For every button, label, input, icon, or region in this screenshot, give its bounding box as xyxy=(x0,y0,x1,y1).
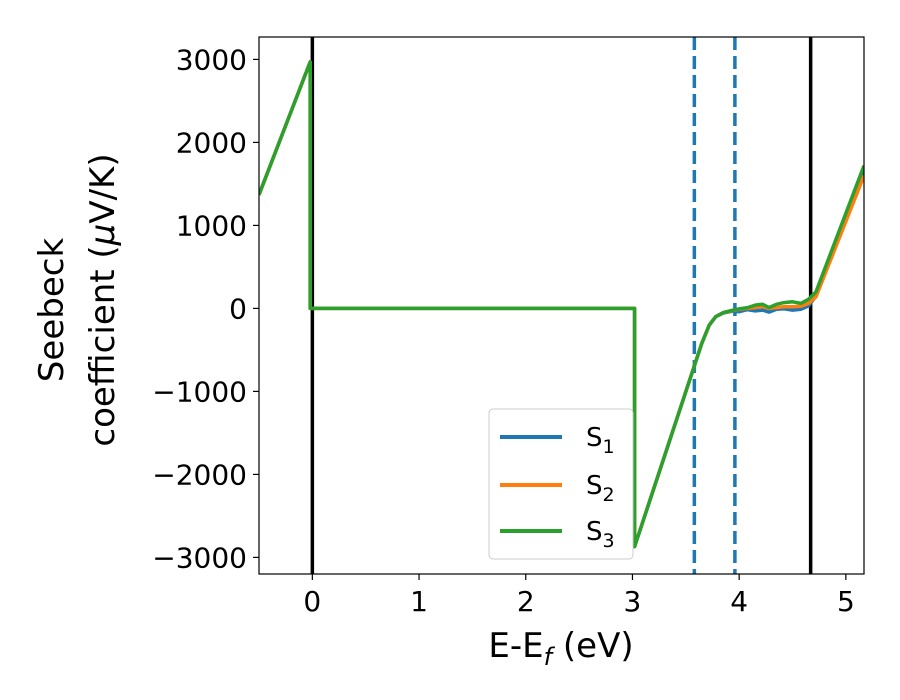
x-tick-label: 0 xyxy=(303,585,321,618)
y-tick-label: −2000 xyxy=(152,458,247,491)
x-tick-label: 1 xyxy=(410,585,428,618)
y-axis-title-line1: Seebeck xyxy=(32,238,72,383)
x-axis-ticks: 0 1 2 3 4 5 xyxy=(303,574,855,618)
y-tick-label: −3000 xyxy=(152,541,247,574)
y-tick-label: 2000 xyxy=(176,126,247,159)
y-tick-label: 0 xyxy=(229,292,247,325)
y-axis-title-line2: coefficient (μV/K) xyxy=(83,153,123,446)
y-axis-title-suffix: V/K) xyxy=(83,153,123,223)
y-axis-ticks: −3000 −2000 −1000 0 1000 2000 3000 xyxy=(152,43,259,574)
plot-frame xyxy=(258,36,865,575)
vertical-reference-lines xyxy=(310,37,813,574)
legend-label-s1: S1 xyxy=(586,423,615,458)
x-tick-label: 2 xyxy=(517,585,535,618)
legend: S1 S2 S3 xyxy=(488,408,634,560)
series-line-3 xyxy=(259,60,864,549)
y-axis-title-2: coefficient (μV/K) xyxy=(83,153,123,446)
x-axis-title-unit: (eV) xyxy=(552,626,634,666)
y-axis-title-prefix: coefficient ( xyxy=(83,245,123,446)
y-tick-label: 3000 xyxy=(176,43,247,76)
x-axis-title-main: E-E xyxy=(488,626,543,666)
y-axis-title: Seebeck xyxy=(32,238,72,383)
series-lines xyxy=(259,60,864,549)
legend-label-s2: S2 xyxy=(586,471,615,506)
x-axis-title: E-Ef (eV) xyxy=(488,626,633,671)
x-tick-label: 4 xyxy=(730,585,748,618)
x-tick-label: 5 xyxy=(837,585,855,618)
legend-label-s3: S3 xyxy=(586,517,615,552)
y-axis-title-mu: μ xyxy=(83,224,123,247)
x-tick-label: 3 xyxy=(624,585,642,618)
y-tick-label: −1000 xyxy=(152,375,247,408)
y-tick-label: 1000 xyxy=(176,209,247,242)
